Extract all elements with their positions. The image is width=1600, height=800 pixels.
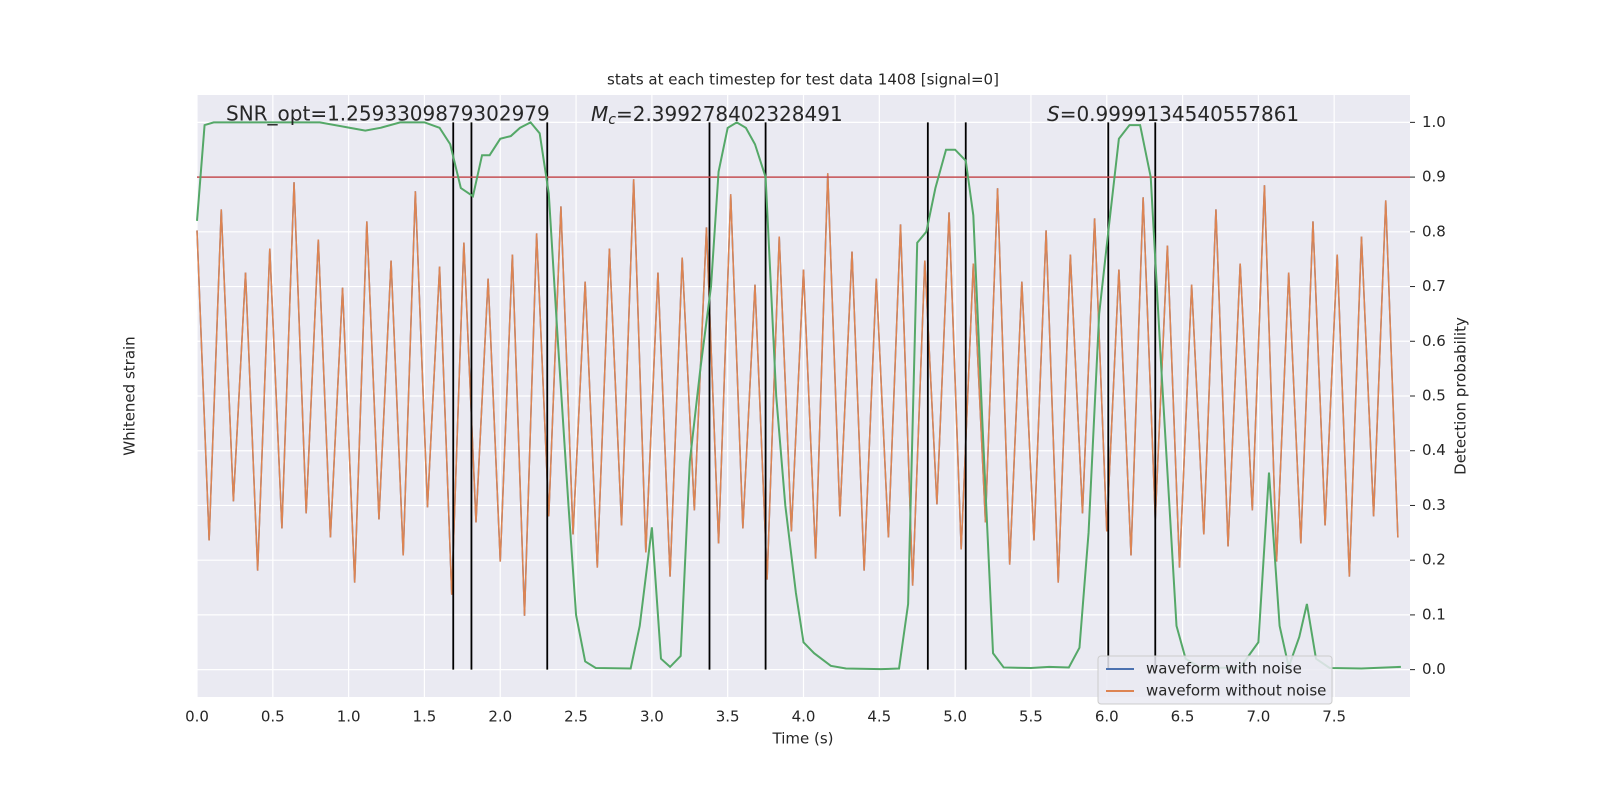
y2-axis-label: Detection probability (1452, 317, 1470, 475)
x-axis-label: Time (s) (772, 730, 834, 748)
x-tick-label: 0.5 (261, 708, 285, 726)
y2-tick-label: 0.5 (1422, 387, 1446, 405)
x-tick-label: 2.5 (564, 708, 588, 726)
annotation: SNR_opt=1.2593309879302979 (226, 102, 550, 126)
annotation-text: =0.9999134540557861 (1060, 102, 1299, 126)
y-axis-label: Whitened strain (121, 336, 139, 455)
x-tick-label: 6.0 (1095, 708, 1119, 726)
annotation: Mc=2.399278402328491 (591, 102, 843, 129)
x-tick-label: 5.0 (943, 708, 967, 726)
y2-tick-label: 0.6 (1422, 332, 1446, 350)
x-tick-label: 2.0 (488, 708, 512, 726)
annotation-text: =2.399278402328491 (616, 102, 843, 126)
x-tick-label: 0.0 (185, 708, 209, 726)
x-tick-label: 4.5 (867, 708, 891, 726)
legend-label: waveform without noise (1146, 682, 1326, 700)
waveform-line (196, 173, 1399, 616)
y2-tick-label: 1.0 (1422, 113, 1446, 131)
y2-tick-label: 0.1 (1422, 605, 1446, 623)
x-tick-label: 6.5 (1171, 708, 1195, 726)
y2-tick-label: 0.8 (1422, 222, 1446, 240)
y2-tick-label: 0.2 (1422, 551, 1446, 569)
x-tick-label: 7.5 (1322, 708, 1346, 726)
y2-tick-label: 0.0 (1422, 660, 1446, 678)
x-tick-label: 1.5 (413, 708, 437, 726)
annotation: S=0.9999134540557861 (1047, 102, 1299, 126)
x-tick-label: 7.0 (1246, 708, 1270, 726)
x-tick-label: 1.0 (337, 708, 361, 726)
annotation-subscript: c (608, 112, 616, 128)
legend-label: waveform with noise (1146, 660, 1302, 678)
y2-tick-label: 0.4 (1422, 441, 1446, 459)
annotation-symbol: S (1047, 102, 1060, 126)
legend-box (1097, 655, 1333, 705)
annotation-symbol: M (591, 102, 608, 126)
plot-layer (196, 95, 1410, 697)
x-tick-label: 4.0 (792, 708, 816, 726)
x-tick-label: 5.5 (1019, 708, 1043, 726)
probability-line (196, 121, 1401, 671)
chart-title: stats at each timestep for test data 140… (607, 71, 999, 89)
x-tick-label: 3.0 (640, 708, 664, 726)
legend: waveform with noise waveform without nois… (1097, 655, 1333, 705)
y2-tick-label: 0.3 (1422, 496, 1446, 514)
y2-tick-label: 0.7 (1422, 277, 1446, 295)
x-tick-label: 3.5 (716, 708, 740, 726)
y2-tick-label: 0.9 (1422, 168, 1446, 186)
